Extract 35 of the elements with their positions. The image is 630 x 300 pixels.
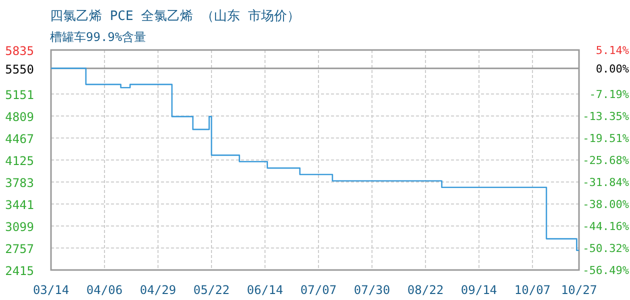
- y-tick-label: 2415: [5, 264, 34, 278]
- y-tick-label: 2757: [5, 242, 34, 256]
- x-tick-label: 04/29: [140, 283, 176, 297]
- x-tick-label: 08/22: [407, 283, 444, 297]
- x-tick-label: 04/06: [86, 283, 123, 297]
- y-tick-label: 5550: [5, 62, 34, 76]
- y-tick-label: 3783: [5, 176, 34, 190]
- y-tick-label: 3099: [5, 220, 34, 234]
- y2-tick-label: -13.35%: [582, 110, 630, 124]
- y2-tick-label: 5.14%: [596, 44, 630, 57]
- x-tick-label: 09/14: [460, 283, 498, 297]
- x-tick-label: 05/22: [193, 283, 230, 297]
- y2-tick-label: -25.68%: [582, 154, 630, 168]
- y2-tick-label: -19.51%: [582, 132, 630, 145]
- x-tick-label: 03/14: [32, 283, 70, 297]
- y2-tick-label: -31.84%: [582, 176, 630, 190]
- chart-subtitle: 槽罐车99.9%含量: [50, 30, 146, 44]
- y-tick-label: 4467: [5, 132, 34, 146]
- y2-tick-label: -50.32%: [582, 242, 630, 255]
- y-tick-label: 4809: [5, 110, 34, 124]
- x-tick-label: 06/14: [246, 283, 284, 297]
- x-tick-label: 07/07: [300, 283, 337, 297]
- chart-title: 四氯乙烯 PCE 全氯乙烯 （山东 市场价）: [50, 9, 300, 24]
- y2-tick-label: -44.16%: [582, 220, 630, 233]
- y2-tick-label: -7.19%: [589, 88, 630, 102]
- y-tick-label: 5151: [5, 88, 34, 102]
- y2-tick-label: 0.00%: [596, 62, 630, 76]
- x-tick-label: 10/07: [514, 283, 551, 297]
- y-tick-label: 3441: [5, 198, 34, 212]
- x-tick-label: 07/30: [354, 283, 390, 297]
- y-tick-label: 5835: [5, 44, 34, 58]
- x-tick-label: 10/27: [560, 283, 598, 297]
- y-tick-label: 4125: [5, 154, 34, 168]
- y2-tick-label: -38.00%: [582, 198, 630, 211]
- y2-tick-label: -56.49%: [582, 264, 630, 277]
